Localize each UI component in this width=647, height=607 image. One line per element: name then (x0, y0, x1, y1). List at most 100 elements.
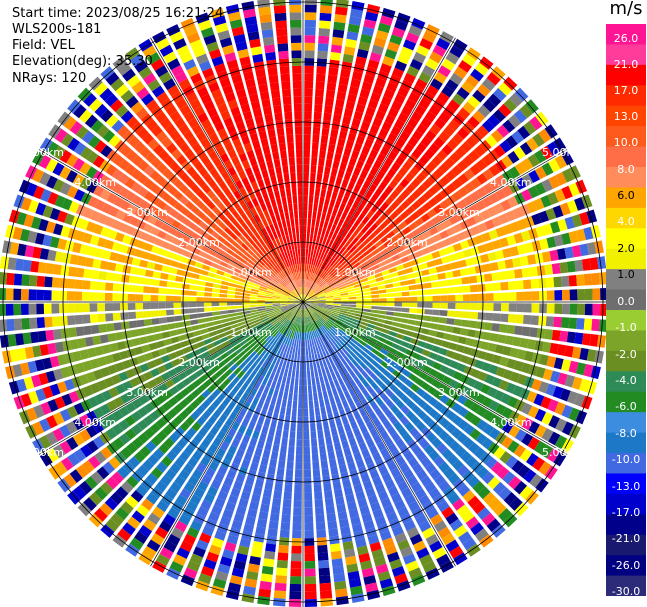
velocity-gate (112, 534, 127, 548)
velocity-gate (133, 346, 144, 356)
velocity-gate (453, 525, 468, 538)
velocity-gate (16, 378, 27, 393)
velocity-gate (257, 347, 265, 356)
velocity-gate (222, 44, 235, 55)
velocity-gate (356, 203, 365, 213)
velocity-gate (216, 146, 226, 157)
velocity-gate (256, 440, 265, 450)
velocity-gate (290, 415, 297, 424)
velocity-gate (217, 103, 229, 114)
velocity-gate (160, 240, 171, 250)
velocity-gate (222, 197, 231, 207)
velocity-gate (277, 221, 283, 230)
velocity-gate (156, 461, 168, 473)
velocity-gate (273, 5, 287, 14)
velocity-gate (352, 318, 361, 324)
velocity-gate (564, 246, 574, 259)
velocity-gate (462, 101, 476, 114)
velocity-gate (366, 385, 375, 395)
velocity-gate (266, 184, 273, 194)
velocity-gate (503, 98, 518, 112)
velocity-gate (236, 318, 245, 323)
velocity-gate (308, 307, 314, 314)
velocity-gate (532, 457, 546, 471)
velocity-gate (344, 231, 352, 241)
velocity-gate (84, 257, 94, 268)
velocity-gate (462, 311, 471, 319)
velocity-gate (288, 297, 296, 300)
velocity-gate (111, 471, 124, 485)
velocity-gate (303, 286, 305, 295)
velocity-gate (287, 266, 292, 275)
velocity-gate (222, 377, 232, 387)
velocity-gate (297, 248, 301, 257)
velocity-gate (52, 428, 65, 442)
velocity-gate (201, 399, 211, 410)
velocity-gate (339, 310, 348, 314)
velocity-gate (122, 213, 133, 224)
velocity-gate (363, 305, 372, 309)
velocity-gate (436, 443, 448, 455)
velocity-gate (377, 570, 391, 582)
velocity-gate (287, 298, 296, 301)
velocity-gate (590, 224, 601, 239)
velocity-gate (280, 298, 288, 301)
velocity-gate (428, 267, 438, 275)
velocity-gate (212, 288, 221, 293)
velocity-gate (174, 201, 184, 212)
velocity-gate (307, 264, 311, 273)
velocity-gate (257, 366, 265, 375)
velocity-gate (324, 254, 330, 263)
velocity-gate (192, 546, 206, 558)
velocity-gate (384, 379, 394, 388)
velocity-gate (566, 331, 576, 344)
velocity-gate (183, 58, 197, 71)
velocity-gate (301, 294, 303, 302)
velocity-gate (156, 199, 167, 210)
velocity-gate (386, 292, 395, 298)
velocity-gate (476, 125, 489, 138)
velocity-gate (325, 265, 332, 273)
colorbar-swatch (606, 85, 646, 107)
velocity-gate (249, 157, 258, 167)
velocity-gate (154, 332, 163, 341)
velocity-gate (324, 197, 330, 207)
velocity-gate (303, 302, 309, 308)
velocity-gate (311, 322, 316, 331)
velocity-gate (495, 174, 507, 187)
velocity-gate (165, 302, 174, 309)
velocity-gate (98, 271, 108, 281)
velocity-gate (178, 123, 190, 135)
velocity-gate (362, 249, 371, 257)
velocity-gate (571, 245, 582, 258)
velocity-gate (386, 168, 397, 179)
velocity-gate (263, 176, 271, 186)
velocity-gate (75, 326, 85, 337)
velocity-gate (495, 188, 507, 201)
velocity-gate (329, 175, 336, 184)
velocity-gate (303, 431, 310, 440)
velocity-gate (260, 456, 269, 466)
velocity-gate (191, 124, 203, 136)
velocity-gate (296, 308, 300, 316)
velocity-gate (311, 265, 315, 273)
colorbar-tick-label: -17.0 (611, 506, 641, 519)
velocity-gate (244, 240, 252, 248)
velocity-gate (400, 312, 410, 319)
velocity-gate (231, 209, 240, 219)
velocity-gate (158, 302, 166, 309)
velocity-gate (156, 500, 169, 513)
velocity-gate (386, 297, 395, 302)
velocity-gate (500, 393, 512, 405)
velocity-gate (245, 228, 254, 237)
velocity-gate (314, 499, 324, 508)
velocity-gate (319, 5, 333, 14)
velocity-gate (516, 349, 527, 360)
velocity-gate (266, 378, 273, 388)
velocity-gate (334, 200, 341, 210)
velocity-gate (67, 452, 80, 467)
velocity-gate (2, 350, 12, 364)
velocity-gate (151, 386, 162, 397)
velocity-gate (303, 225, 307, 234)
velocity-gate (487, 386, 498, 398)
